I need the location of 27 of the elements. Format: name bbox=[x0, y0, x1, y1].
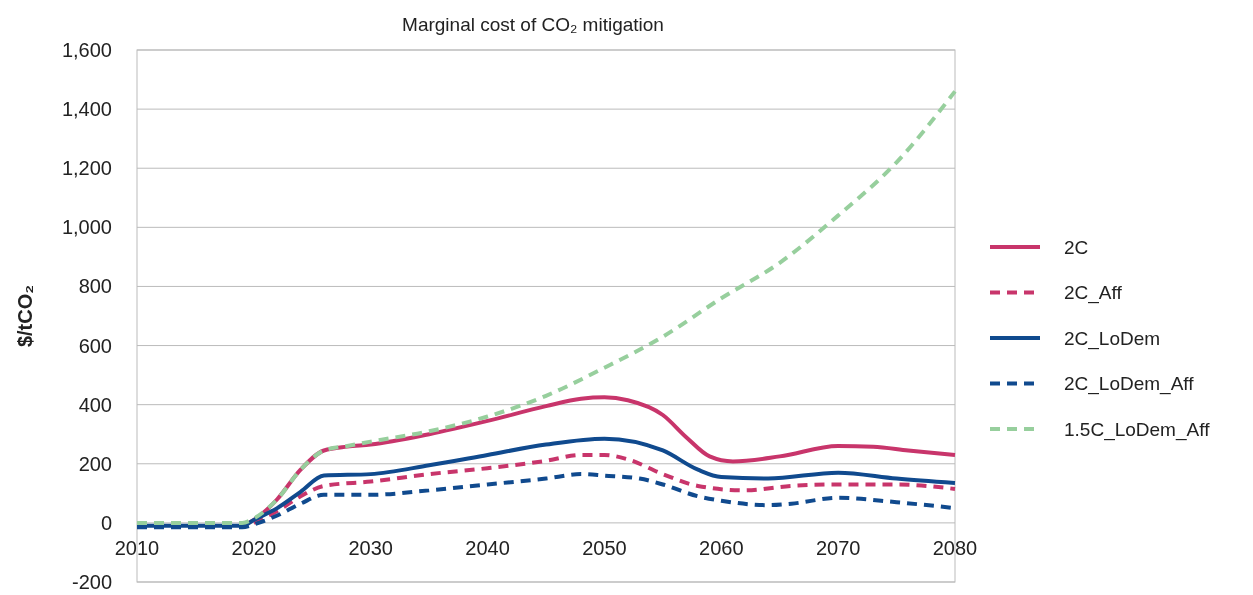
y-tick-label: -200 bbox=[71, 571, 112, 593]
y-axis-title: $/tCO₂ bbox=[14, 284, 36, 348]
line-series bbox=[135, 89, 957, 525]
x-tick-label: 2060 bbox=[699, 536, 744, 559]
y-tick-label: 1,200 bbox=[61, 157, 112, 180]
x-tick-label: 2030 bbox=[348, 536, 393, 559]
legend-label: 2C bbox=[1064, 236, 1089, 258]
x-tick-label: 2040 bbox=[465, 536, 510, 559]
y-tick-label: 1,600 bbox=[61, 39, 112, 61]
x-tick-label: 2010 bbox=[114, 536, 160, 559]
y-tick-label: 0 bbox=[100, 511, 112, 534]
x-tick-label: 2050 bbox=[582, 536, 627, 559]
x-tick-label: 2080 bbox=[932, 536, 978, 559]
chart-title: Marginal cost of CO₂ mitigation bbox=[402, 14, 664, 35]
y-tick-label: 800 bbox=[78, 275, 112, 298]
legend-label: 2C_LoDem_Aff bbox=[1064, 373, 1195, 396]
legend-label: 2C_LoDem bbox=[1064, 327, 1161, 350]
y-tick-label: 1,400 bbox=[61, 98, 112, 121]
line-series bbox=[251, 452, 957, 525]
x-tick-label: 2020 bbox=[231, 536, 277, 559]
y-tick-label: 200 bbox=[78, 452, 112, 475]
x-tick-label: 2070 bbox=[815, 536, 861, 559]
legend-label: 1.5C_LoDem_Aff bbox=[1064, 418, 1211, 441]
y-tick-label: 600 bbox=[78, 334, 112, 357]
legend-label: 2C_Aff bbox=[1064, 282, 1123, 305]
y-tick-label: 1,000 bbox=[61, 216, 112, 239]
y-tick-label: 400 bbox=[78, 393, 112, 416]
